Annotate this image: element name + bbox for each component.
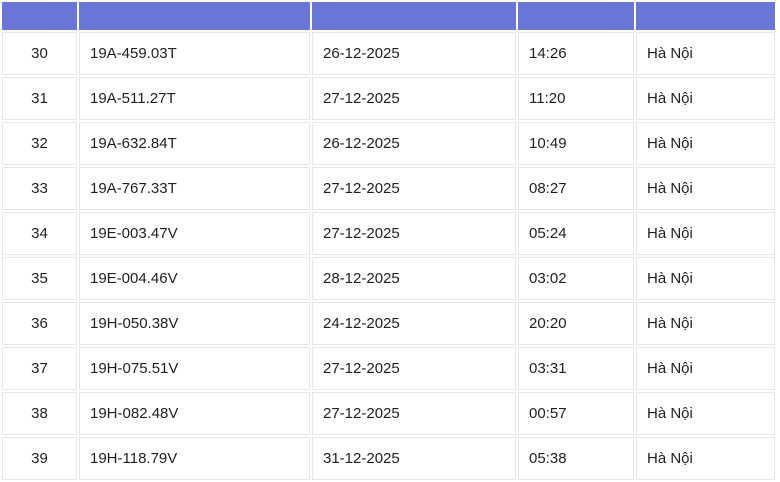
date-cell: 27-12-2025: [312, 167, 516, 210]
table-row: 32 19A-632.84T 26-12-2025 10:49 Hà Nội: [2, 122, 775, 165]
time-cell: 08:27: [518, 167, 634, 210]
date-cell: 24-12-2025: [312, 302, 516, 345]
column-header-date: [312, 2, 516, 30]
table-row: 33 19A-767.33T 27-12-2025 08:27 Hà Nội: [2, 167, 775, 210]
header-row: [2, 2, 775, 30]
plate-cell: 19A-511.27T: [79, 77, 310, 120]
time-cell: 03:31: [518, 347, 634, 390]
time-cell: 05:38: [518, 437, 634, 480]
table-row: 34 19E-003.47V 27-12-2025 05:24 Hà Nội: [2, 212, 775, 255]
plate-cell: 19H-082.48V: [79, 392, 310, 435]
table-row: 35 19E-004.46V 28-12-2025 03:02 Hà Nội: [2, 257, 775, 300]
row-index-cell: 37: [2, 347, 77, 390]
location-cell: Hà Nội: [636, 122, 775, 165]
location-cell: Hà Nội: [636, 302, 775, 345]
column-header-index: [2, 2, 77, 30]
date-cell: 27-12-2025: [312, 212, 516, 255]
location-cell: Hà Nội: [636, 77, 775, 120]
row-index-cell: 38: [2, 392, 77, 435]
location-cell: Hà Nội: [636, 347, 775, 390]
plate-cell: 19H-118.79V: [79, 437, 310, 480]
row-index-cell: 30: [2, 32, 77, 75]
table-row: 38 19H-082.48V 27-12-2025 00:57 Hà Nội: [2, 392, 775, 435]
row-index-cell: 33: [2, 167, 77, 210]
table-header: [2, 2, 775, 30]
column-header-plate: [79, 2, 310, 30]
location-cell: Hà Nội: [636, 167, 775, 210]
row-index-cell: 39: [2, 437, 77, 480]
table-body: 30 19A-459.03T 26-12-2025 14:26 Hà Nội 3…: [2, 32, 775, 480]
location-cell: Hà Nội: [636, 212, 775, 255]
plate-cell: 19E-004.46V: [79, 257, 310, 300]
table-row: 31 19A-511.27T 27-12-2025 11:20 Hà Nội: [2, 77, 775, 120]
plate-cell: 19A-767.33T: [79, 167, 310, 210]
table-row: 37 19H-075.51V 27-12-2025 03:31 Hà Nội: [2, 347, 775, 390]
row-index-cell: 35: [2, 257, 77, 300]
table-row: 36 19H-050.38V 24-12-2025 20:20 Hà Nội: [2, 302, 775, 345]
time-cell: 14:26: [518, 32, 634, 75]
time-cell: 05:24: [518, 212, 634, 255]
table-row: 30 19A-459.03T 26-12-2025 14:26 Hà Nội: [2, 32, 775, 75]
time-cell: 11:20: [518, 77, 634, 120]
location-cell: Hà Nội: [636, 257, 775, 300]
time-cell: 10:49: [518, 122, 634, 165]
row-index-cell: 34: [2, 212, 77, 255]
date-cell: 27-12-2025: [312, 77, 516, 120]
row-index-cell: 31: [2, 77, 77, 120]
time-cell: 00:57: [518, 392, 634, 435]
column-header-time: [518, 2, 634, 30]
date-cell: 26-12-2025: [312, 122, 516, 165]
date-cell: 26-12-2025: [312, 32, 516, 75]
time-cell: 20:20: [518, 302, 634, 345]
location-cell: Hà Nội: [636, 32, 775, 75]
location-cell: Hà Nội: [636, 392, 775, 435]
date-cell: 31-12-2025: [312, 437, 516, 480]
plate-cell: 19E-003.47V: [79, 212, 310, 255]
plate-cell: 19H-050.38V: [79, 302, 310, 345]
time-cell: 03:02: [518, 257, 634, 300]
location-cell: Hà Nội: [636, 437, 775, 480]
table-row: 39 19H-118.79V 31-12-2025 05:38 Hà Nội: [2, 437, 775, 480]
date-cell: 27-12-2025: [312, 347, 516, 390]
plate-cell: 19H-075.51V: [79, 347, 310, 390]
row-index-cell: 36: [2, 302, 77, 345]
date-cell: 28-12-2025: [312, 257, 516, 300]
column-header-location: [636, 2, 775, 30]
plate-cell: 19A-632.84T: [79, 122, 310, 165]
row-index-cell: 32: [2, 122, 77, 165]
date-cell: 27-12-2025: [312, 392, 516, 435]
plate-cell: 19A-459.03T: [79, 32, 310, 75]
